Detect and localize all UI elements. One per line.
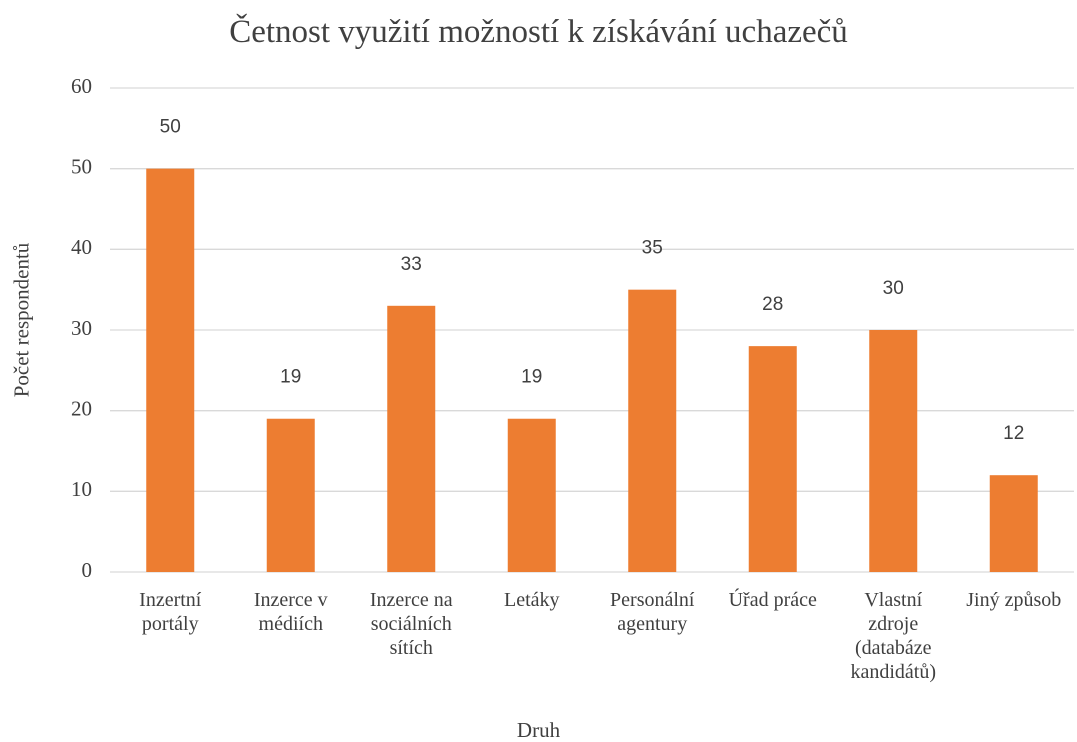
- x-tick-label: Personální agentury: [610, 589, 695, 635]
- bar: [748, 346, 797, 572]
- x-axis-title: Druh: [516, 718, 561, 742]
- x-tick-label: Úřad práce: [728, 589, 817, 611]
- x-tick-label: Vlastní zdroje (databáze kandidátů): [850, 589, 937, 683]
- data-label: 19: [521, 367, 542, 388]
- y-tick-label: 10: [71, 477, 92, 501]
- data-label: 28: [762, 294, 783, 315]
- y-tick-label: 40: [71, 235, 92, 259]
- x-tick-label: Letáky: [503, 589, 560, 611]
- data-label: 30: [883, 278, 904, 299]
- bar: [266, 418, 315, 572]
- y-tick-label: 20: [71, 396, 92, 420]
- y-tick-label: 30: [71, 316, 92, 340]
- x-tick-label: Inzerce v médiích: [253, 589, 328, 635]
- y-axis-title: Počet respondentů: [9, 242, 34, 398]
- bar: [989, 475, 1038, 572]
- bar: [387, 305, 436, 572]
- bar: [146, 168, 195, 572]
- bar: [507, 418, 556, 572]
- x-tick-label: Inzertní portály: [139, 589, 202, 635]
- data-label: 19: [280, 367, 301, 388]
- data-label: 33: [401, 254, 422, 275]
- x-tick-label: Jiný způsob: [966, 589, 1062, 611]
- y-tick-label: 0: [82, 558, 93, 582]
- y-tick-label: 50: [71, 154, 92, 178]
- data-label: 12: [1003, 423, 1024, 444]
- chart-title: Četnost využití možností k získávání uch…: [229, 14, 848, 50]
- data-label: 35: [642, 238, 663, 259]
- bar: [628, 289, 677, 572]
- bar: [869, 330, 918, 572]
- x-tick-label: Inzerce na sociálních sítích: [369, 589, 453, 659]
- data-label: 50: [160, 117, 181, 138]
- y-tick-label: 60: [71, 74, 92, 98]
